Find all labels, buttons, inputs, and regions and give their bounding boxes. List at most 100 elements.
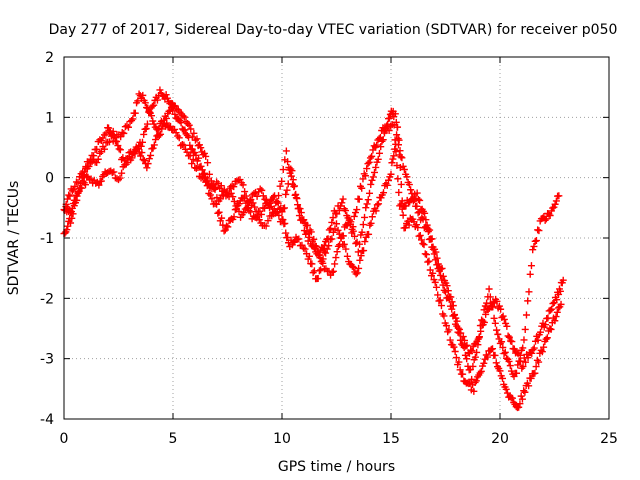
data-point-track-b <box>211 200 219 208</box>
data-point-track-b <box>547 325 555 333</box>
x-axis-label: GPS time / hours <box>278 459 395 475</box>
data-point-track-c <box>473 348 481 356</box>
data-point-track-c <box>278 177 286 185</box>
data-point-track-c <box>379 136 387 144</box>
data-point-track-b <box>525 382 533 390</box>
data-point-track-a <box>197 162 205 170</box>
data-point-track-a <box>358 184 366 192</box>
data-point-track-b <box>420 241 428 249</box>
data-point-track-b <box>343 252 351 260</box>
data-point-track-b <box>546 325 554 333</box>
data-point-track-b <box>95 181 103 189</box>
data-point-track-c <box>424 225 432 233</box>
data-point-track-c <box>388 121 396 129</box>
data-point-track-a <box>162 91 170 99</box>
data-point-track-c <box>488 302 496 310</box>
data-point-track-a <box>261 195 269 203</box>
data-point-track-b <box>356 256 364 264</box>
data-point-track-a <box>181 126 189 134</box>
data-point-track-c <box>276 182 284 190</box>
data-point-track-c <box>134 97 142 105</box>
data-point-track-a <box>503 322 511 330</box>
data-point-track-b <box>476 369 484 377</box>
data-point-track-b <box>299 244 307 252</box>
data-point-track-b <box>219 221 227 229</box>
data-point-track-c <box>525 288 533 296</box>
data-point-track-a <box>337 202 345 210</box>
data-point-track-c <box>131 109 139 117</box>
data-point-track-a <box>366 154 374 162</box>
data-point-track-b <box>69 210 77 218</box>
data-point-track-b <box>110 168 118 176</box>
data-point-track-b <box>134 144 142 152</box>
data-point-track-a <box>119 154 127 162</box>
data-point-track-c <box>262 222 270 230</box>
data-point-track-a <box>258 186 266 194</box>
data-point-track-c <box>532 237 540 245</box>
data-point-track-b <box>167 122 175 130</box>
data-point-track-a <box>342 207 350 215</box>
data-point-track-c <box>107 132 115 140</box>
data-point-track-b <box>437 302 445 310</box>
data-point-track-b <box>149 144 157 152</box>
data-point-track-b <box>423 251 431 259</box>
y-tick-label: -2 <box>40 291 54 307</box>
data-point-track-c <box>483 299 491 307</box>
data-point-track-c <box>352 239 360 247</box>
data-point-track-a <box>395 188 403 196</box>
data-point-track-c <box>307 228 315 236</box>
data-point-track-b <box>145 155 153 163</box>
data-point-track-b <box>143 164 151 172</box>
y-tick-label: 0 <box>45 171 54 187</box>
data-point-track-c <box>187 125 195 133</box>
data-point-track-c <box>123 122 131 130</box>
data-point-track-a <box>195 154 203 162</box>
data-point-track-b <box>224 223 232 231</box>
data-point-track-c <box>249 199 257 207</box>
data-point-track-c <box>105 138 113 146</box>
data-point-track-c <box>372 163 380 171</box>
data-point-track-c <box>202 152 210 160</box>
data-point-track-a <box>163 94 171 102</box>
data-point-track-a <box>142 125 150 133</box>
data-point-track-c <box>491 319 499 327</box>
data-point-track-c <box>285 164 293 172</box>
data-point-track-c <box>391 110 399 118</box>
data-point-track-b <box>387 170 395 178</box>
data-point-track-a <box>482 310 490 318</box>
data-point-track-c <box>162 114 170 122</box>
data-point-track-b <box>290 238 298 246</box>
data-point-track-b <box>532 363 540 371</box>
data-point-track-c <box>79 168 87 176</box>
data-point-track-c <box>304 221 312 229</box>
data-point-track-c <box>413 202 421 210</box>
data-point-track-a <box>365 158 373 166</box>
data-point-track-a <box>364 160 372 168</box>
data-point-track-b <box>334 226 342 234</box>
data-point-track-c <box>154 126 162 134</box>
data-point-track-c <box>475 334 483 342</box>
data-point-track-b <box>551 317 559 325</box>
data-point-track-b <box>484 353 492 361</box>
data-point-track-a <box>138 138 146 146</box>
data-point-track-c <box>235 207 243 215</box>
data-point-track-c <box>476 322 484 330</box>
data-point-track-b <box>520 387 528 395</box>
data-point-track-c <box>392 118 400 126</box>
data-point-track-b <box>308 260 316 268</box>
data-point-track-c <box>179 112 187 120</box>
data-point-track-b <box>314 275 322 283</box>
data-point-track-c <box>296 205 304 213</box>
data-point-track-c <box>287 172 295 180</box>
data-point-track-b <box>452 354 460 362</box>
data-point-track-b <box>477 367 485 375</box>
data-point-track-c <box>366 189 374 197</box>
data-point-track-a <box>355 195 363 203</box>
data-point-track-a <box>504 332 512 340</box>
x-tick-label: 10 <box>273 431 291 447</box>
data-point-track-c <box>221 188 229 196</box>
data-point-track-a <box>353 206 361 214</box>
data-point-track-c <box>68 187 76 195</box>
data-point-track-b <box>555 304 563 312</box>
data-point-track-b <box>218 214 226 222</box>
